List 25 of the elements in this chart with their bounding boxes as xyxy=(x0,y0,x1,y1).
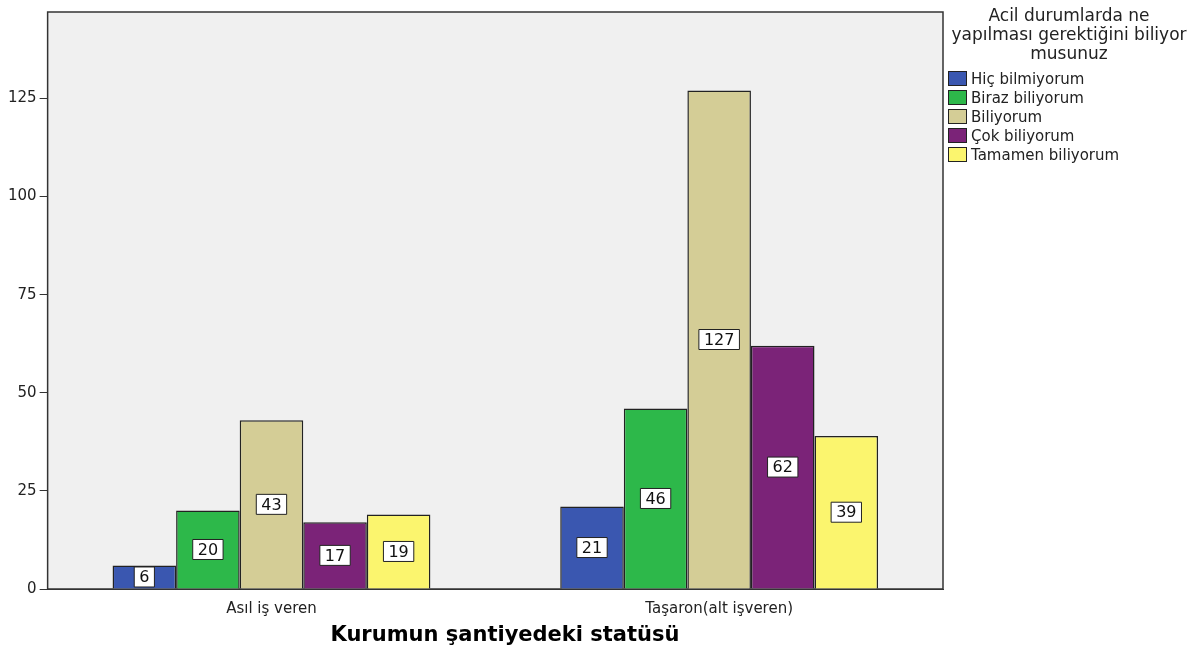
x-axis-title: Kurumun şantiyedeki statüsü xyxy=(329,622,681,646)
legend-title: Acil durumlarda ne yapılması gerektiğini biliyor musunuz xyxy=(950,5,1188,63)
data-label: 39 xyxy=(836,502,857,522)
y-tick-label: 125 xyxy=(7,88,37,107)
data-label: 17 xyxy=(324,545,346,565)
legend-label: Hiç bilmiyorum xyxy=(971,69,1085,88)
legend-label: Biraz biliyorum xyxy=(971,88,1084,107)
data-label: 6 xyxy=(139,567,150,587)
data-label: 127 xyxy=(703,329,735,349)
data-label: 19 xyxy=(388,541,409,561)
y-tick-label: 100 xyxy=(7,186,37,205)
y-tick-label: 75 xyxy=(17,284,37,303)
y-tick-label: 25 xyxy=(17,480,37,499)
data-label: 20 xyxy=(197,539,219,559)
legend-label: Tamamen biliyorum xyxy=(971,145,1120,164)
legend-label: Çok biliyorum xyxy=(971,126,1075,145)
data-label: 62 xyxy=(772,457,793,477)
legend-label: Biliyorum xyxy=(971,107,1043,126)
x-tick-label: Taşaron(alt işveren) xyxy=(644,598,794,617)
data-label: 21 xyxy=(581,537,603,557)
y-tick-label: 0 xyxy=(27,578,37,597)
data-label: 46 xyxy=(645,488,666,508)
x-tick-label: Asıl iş veren xyxy=(226,598,317,617)
y-tick-label: 50 xyxy=(17,382,37,401)
data-label: 43 xyxy=(261,494,282,514)
